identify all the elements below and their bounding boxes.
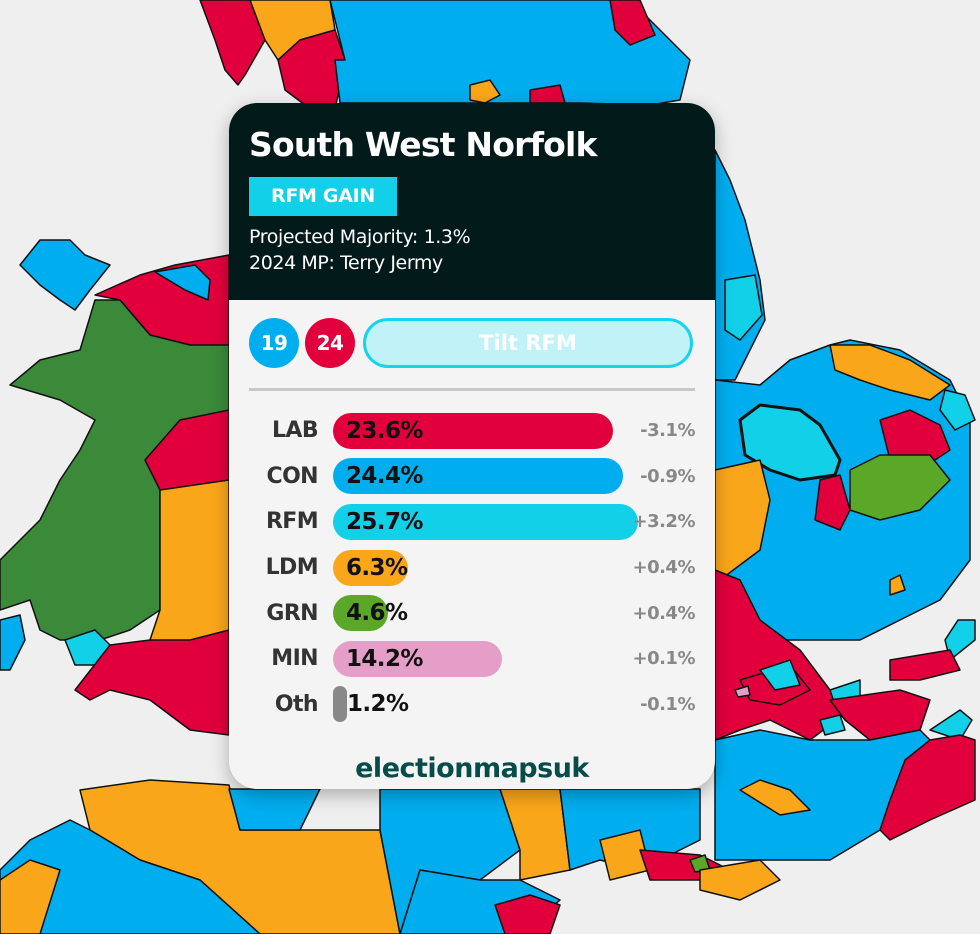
party-label: LAB — [271, 418, 319, 444]
party-row-min: MIN 14.2% +0.1% — [249, 636, 695, 682]
party-label: CON — [266, 463, 319, 489]
vote-share-bar — [333, 595, 388, 632]
vote-share-change: +0.1% — [632, 648, 695, 670]
vote-bar-container: 6.3% — [333, 549, 408, 586]
incumbent-mp: 2024 MP: Terry Jermy — [249, 252, 443, 274]
vote-share-bar — [333, 458, 623, 495]
vote-share-change: +0.4% — [632, 602, 695, 624]
seat-count-con: 19 — [249, 318, 299, 368]
party-label: MIN — [271, 646, 318, 672]
card-header: South West Norfolk RFM GAIN Projected Ma… — [229, 103, 715, 300]
party-row-con: CON 24.4% -0.9% — [249, 454, 695, 500]
vote-share-value: 14.2% — [346, 645, 423, 672]
party-label: Oth — [274, 691, 319, 717]
card-body: 19 24 Tilt RFM LAB 23.6% -3.1% CON 24.4% -0.9… — [229, 300, 715, 784]
vote-share-value: 6.3% — [346, 554, 408, 581]
vote-share-bar — [333, 503, 639, 540]
vote-share-change: -3.1% — [640, 420, 695, 442]
map-region-isle-of-wight[interactable] — [494, 894, 561, 934]
map-region-wiltshire-ldm[interactable] — [499, 788, 571, 881]
party-label: LDM — [265, 555, 319, 581]
vote-share-value: 23.6% — [346, 417, 423, 444]
map-region-norfolk-coast-rfm[interactable] — [939, 389, 976, 431]
vote-share-change: -0.1% — [640, 693, 695, 715]
map-region-mid-wales-ldm[interactable] — [149, 479, 230, 649]
map-region-somerset-con[interactable] — [228, 788, 321, 831]
constituency-card: South West Norfolk RFM GAIN Projected Ma… — [229, 103, 715, 789]
vote-bar-container: 25.7% — [333, 503, 639, 540]
vote-bar-container: 14.2% — [333, 640, 502, 677]
vote-share-bar — [333, 549, 408, 586]
party-row-rfm: RFM 25.7% +3.2% — [249, 499, 695, 545]
vote-share-value: 25.7% — [346, 508, 423, 535]
map-region-lincolnshire-con[interactable] — [714, 149, 766, 381]
party-row-oth: Oth 1.2% -0.1% — [249, 682, 695, 728]
map-region-pembs-con[interactable] — [0, 614, 26, 671]
vote-share-bar — [333, 640, 502, 677]
constituency-title: South West Norfolk — [249, 125, 597, 164]
result-badge: RFM GAIN — [249, 177, 397, 216]
party-row-grn: GRN 4.6% +0.4% — [249, 590, 695, 636]
vote-bar-container: 24.4% — [333, 458, 623, 495]
brand-logo: electionmapsuk — [355, 753, 589, 785]
map-region-suffolk-grn[interactable] — [849, 454, 951, 521]
vote-bar-container: 4.6% — [333, 595, 408, 632]
vote-bar-container: 23.6% — [333, 412, 614, 449]
map-region-anglesey-con[interactable] — [19, 239, 111, 311]
vote-share-change: -0.9% — [640, 465, 695, 487]
vote-share-value: 24.4% — [346, 463, 423, 490]
party-label: GRN — [266, 600, 318, 626]
seat-count-lab: 24 — [305, 318, 355, 368]
vote-share-change: +0.4% — [632, 557, 695, 579]
map-region-north-norfolk-ldm[interactable] — [829, 344, 951, 401]
vote-bar-container: 1.2% — [333, 686, 409, 723]
map-region-devon-con[interactable] — [0, 819, 261, 934]
party-row-lab: LAB 23.6% -3.1% — [249, 408, 695, 454]
vote-share-bar — [333, 412, 614, 449]
vote-share-value: 1.2% — [347, 691, 409, 718]
map-region-east-kent-lab[interactable] — [879, 734, 976, 841]
party-label: RFM — [265, 509, 319, 535]
divider — [249, 388, 695, 391]
map-region-teesside-lab[interactable] — [609, 0, 656, 46]
vote-share-change: +3.2% — [632, 511, 695, 533]
party-row-ldm: LDM 6.3% +0.4% — [249, 545, 695, 591]
party-results: LAB 23.6% -3.1% CON 24.4% -0.9% RFM 25.7% +3.2% L… — [249, 408, 695, 727]
rating-pill: Tilt RFM — [363, 318, 693, 368]
rating-row: 19 24 Tilt RFM — [249, 318, 695, 368]
map-region-gwynedd-plaid[interactable] — [0, 299, 230, 641]
map-region-lincolnshire-rfm[interactable] — [724, 274, 763, 341]
vote-share-bar — [333, 686, 348, 723]
projected-majority: Projected Majority: 1.3% — [249, 226, 471, 248]
vote-share-value: 4.6% — [346, 600, 408, 627]
